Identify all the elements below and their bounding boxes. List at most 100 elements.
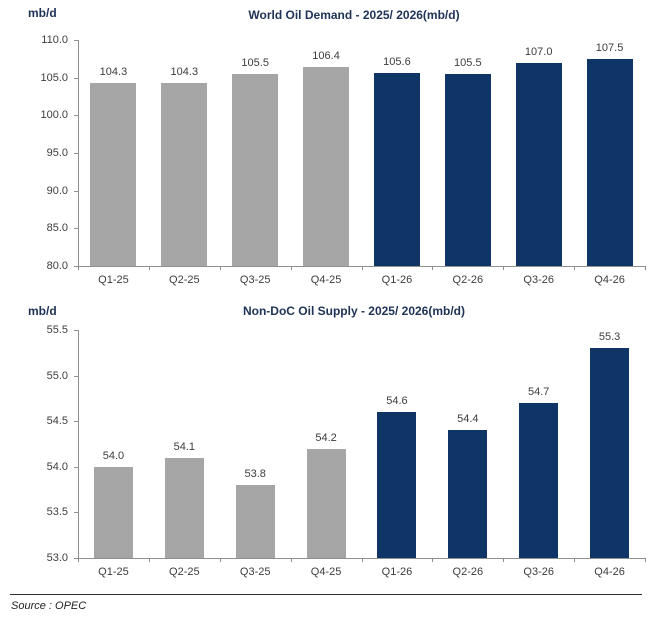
x-axis-tick [645,558,646,562]
bar-value-label: 54.6 [386,395,408,408]
y-axis-label: 90.0 [46,184,68,197]
y-axis-tick [74,421,78,423]
bar-Q4-26 [590,348,630,558]
bar-value-label: 54.7 [527,385,550,398]
bar-value-label: 105.5 [241,56,269,69]
y-axis-label: 80.0 [46,260,68,272]
bar-value-label: 105.5 [454,56,482,69]
y-axis-tick [74,77,78,79]
bar-value-label: 104.3 [99,65,128,78]
bar-value-label: 54.2 [315,431,337,444]
x-axis-tick [361,266,363,270]
y-axis-line [78,330,79,558]
x-axis-tick [432,558,434,562]
x-axis-label: Q2-26 [452,274,484,286]
y-axis-label: 53.0 [46,552,68,564]
y-axis-tick [74,375,78,377]
chart-world-oil-demand: mb/d World Oil Demand - 2025/ 2026(mb/d)… [0,0,658,295]
bar-Q4-25 [303,67,350,266]
x-axis-tick [432,266,434,270]
bar-value-label: 53.8 [244,468,266,481]
bar-Q3-26 [519,402,559,558]
y-axis-label: 55.0 [46,369,68,382]
y-axis-label: 95.0 [46,147,68,159]
x-axis-tick [219,558,221,562]
y-axis-tick [74,330,78,331]
y-axis-label: 100.0 [40,109,68,122]
x-axis-label: Q1-26 [381,274,413,286]
x-axis-label: Q4-25 [310,274,342,286]
x-axis-tick [78,558,79,562]
bar-Q2-25 [164,457,204,558]
y-axis-label: 105.0 [40,71,68,84]
chart-non-doc-oil-supply: mb/d Non-DoC Oil Supply - 2025/ 2026(mb/… [0,295,658,594]
x-axis-label: Q2-25 [169,566,200,578]
bar-Q1-25 [93,466,133,558]
y-axis-label: 85.0 [46,222,68,235]
bar-value-label: 54.1 [173,440,196,453]
x-axis-label: Q4-26 [594,566,625,578]
x-axis-tick [78,266,79,270]
x-axis-label: Q3-26 [523,566,554,578]
bar-Q1-26 [377,412,417,558]
x-axis-label: Q3-25 [239,566,271,578]
x-axis-tick [503,266,505,270]
y-axis-unit-label: mb/d [28,6,57,20]
x-axis-tick [148,266,150,270]
y-axis-tick [74,153,78,154]
x-axis-label: Q2-25 [169,274,200,286]
y-axis-tick [74,466,78,468]
y-axis-tick [74,266,78,267]
x-axis-label: Q2-26 [452,566,484,578]
x-axis-tick [290,558,292,562]
x-axis-label: Q4-25 [310,566,342,578]
x-axis-label: Q1-25 [98,274,129,286]
bar-value-label: 55.3 [598,331,621,344]
x-axis-tick [645,266,646,270]
plot-area: 110.0 105.0 100.0 95.0 90.0 85.0 80.0 104.3 Q1-2… [0,0,658,295]
y-axis-line [78,40,79,266]
bar-Q1-26 [373,73,420,266]
x-axis-label: Q1-26 [381,566,413,578]
bar-Q2-26 [444,73,491,266]
x-axis-label: Q1-25 [98,566,129,578]
source-note: Source : OPEC [11,600,87,612]
chart-title: Non-DoC Oil Supply - 2025/ 2026(mb/d) [242,304,466,318]
y-axis-unit-label: mb/d [28,304,57,318]
bar-value-label: 105.6 [383,56,411,69]
bar-value-label: 54.0 [102,449,125,462]
bar-value-label: 106.4 [312,50,340,63]
bar-value-label: 104.3 [170,65,199,78]
bar-value-label: 107.0 [524,45,553,58]
x-axis-tick [148,558,150,562]
y-axis-tick [74,40,78,41]
y-axis-tick [74,512,78,514]
bar-Q3-25 [232,73,279,266]
x-axis-tick [361,558,363,562]
plot-area: 55.5 55.0 54.5 54.0 53.5 53.0 54.0 Q1-25 54.1 Q2-… [0,295,658,594]
y-axis-label: 110.0 [41,34,68,46]
bar-value-label: 54.4 [457,413,479,426]
x-axis-label: Q3-26 [523,274,554,286]
y-axis-tick [74,228,78,230]
y-axis-label: 53.5 [46,506,68,519]
chart-title: World Oil Demand - 2025/ 2026(mb/d) [248,8,460,22]
x-axis-tick [574,266,576,270]
y-axis-tick [74,558,78,559]
bar-Q2-25 [161,82,208,266]
y-axis-label: 54.0 [46,460,68,473]
y-axis-tick [74,115,78,117]
bar-Q3-26 [515,62,562,266]
footer-divider-line [10,594,642,595]
bar-Q2-26 [448,430,488,558]
x-axis-tick [574,558,576,562]
bar-Q4-26 [586,58,633,266]
bar-Q1-25 [90,82,137,266]
y-axis-label: 54.5 [46,415,68,428]
y-axis-label: 55.5 [46,324,68,336]
x-axis-tick [290,266,292,270]
bar-Q4-25 [306,448,346,558]
y-axis-tick [74,190,78,192]
x-axis-label: Q4-26 [594,274,625,286]
